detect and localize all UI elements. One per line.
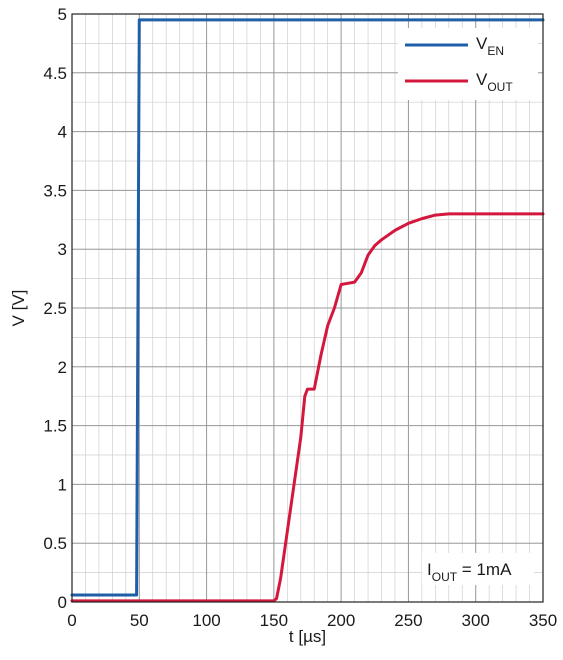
y-tick-label: 3 (58, 240, 67, 259)
legend-label-vout-main: V (476, 70, 488, 89)
x-tick-label: 100 (192, 611, 220, 630)
y-tick-label: 0 (58, 593, 67, 612)
x-axis-label: t [µs] (289, 627, 326, 646)
x-axis-ticks: 0 50 100 150 200 250 300 350 (67, 611, 557, 630)
series-layer (70, 18, 545, 603)
y-tick-label: 1.5 (43, 417, 67, 436)
series-line-vout (70, 212, 545, 603)
annotation-main: I (427, 560, 432, 579)
y-tick-label: 2.5 (43, 299, 67, 318)
series-line-ven (70, 18, 545, 597)
x-tick-label: 200 (327, 611, 355, 630)
x-tick-label: 0 (67, 611, 76, 630)
x-tick-label: 350 (529, 611, 557, 630)
legend-label-ven: VEN (476, 34, 504, 58)
x-tick-label: 150 (260, 611, 288, 630)
x-tick-label: 250 (394, 611, 422, 630)
y-tick-label: 3.5 (43, 181, 67, 200)
legend-label-ven-sub: EN (487, 44, 504, 58)
annotation-text: IOUT = 1mA (427, 560, 512, 584)
legend: VEN VOUT (398, 28, 538, 100)
annotation-sub: OUT (432, 570, 458, 584)
annotation-iout: IOUT = 1mA (422, 553, 534, 585)
annotation-background (422, 553, 534, 585)
y-tick-label: 2 (58, 358, 67, 377)
y-tick-label: 4 (58, 123, 67, 142)
y-tick-label: 5 (58, 5, 67, 24)
y-tick-label: 4.5 (43, 64, 67, 83)
annotation-suffix: = 1mA (457, 560, 512, 579)
legend-background (398, 28, 538, 100)
y-axis-ticks: 0 0.5 1 1.5 2 2.5 3 3.5 4 4.5 5 (43, 5, 67, 612)
y-tick-label: 0.5 (43, 534, 67, 553)
y-axis-label: V [V] (9, 290, 28, 327)
plot-frame (71, 13, 544, 603)
y-tick-label: 1 (58, 475, 67, 494)
legend-label-vout-sub: OUT (487, 80, 513, 94)
x-tick-label: 50 (130, 611, 149, 630)
legend-label-vout: VOUT (476, 70, 513, 94)
x-tick-label: 300 (462, 611, 490, 630)
legend-label-ven-main: V (476, 34, 488, 53)
